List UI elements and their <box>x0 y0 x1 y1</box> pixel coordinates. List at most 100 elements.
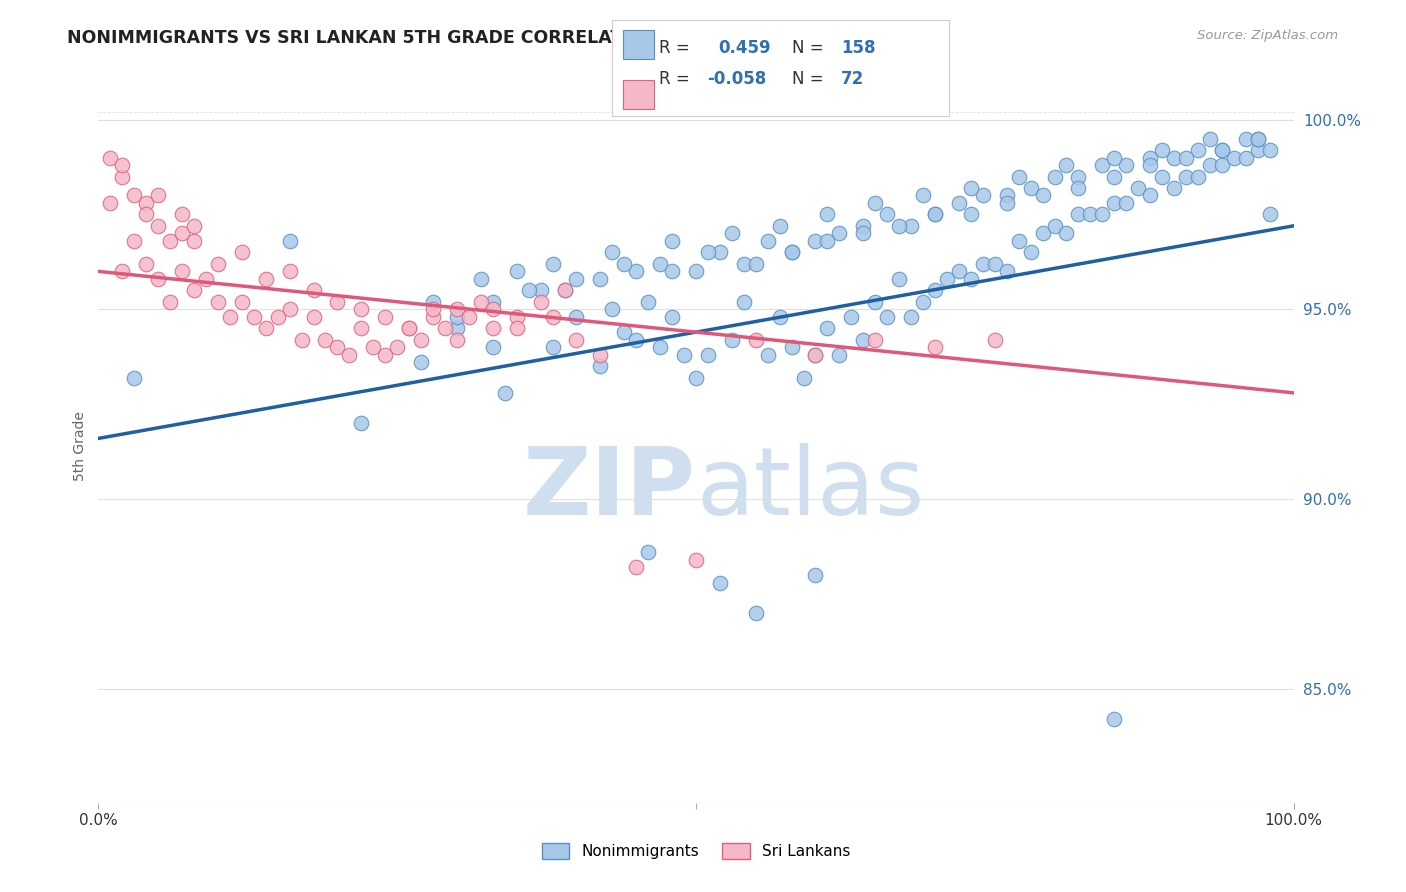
Text: Source: ZipAtlas.com: Source: ZipAtlas.com <box>1198 29 1339 42</box>
Point <box>1187 169 1209 184</box>
Text: N =: N = <box>792 70 823 87</box>
Point <box>793 370 815 384</box>
Point <box>685 264 707 278</box>
Point <box>865 196 887 211</box>
Point <box>481 294 505 309</box>
Point <box>745 606 768 620</box>
Point <box>231 294 253 309</box>
Point <box>554 284 576 298</box>
Point <box>709 245 731 260</box>
Point <box>494 385 516 400</box>
Point <box>1163 151 1185 165</box>
Point <box>1067 169 1090 184</box>
Text: R =: R = <box>659 39 690 57</box>
Point <box>411 355 433 369</box>
Point <box>1115 158 1137 172</box>
Point <box>243 310 266 324</box>
Point <box>207 257 229 271</box>
Point <box>602 302 624 317</box>
Point <box>1234 151 1257 165</box>
Point <box>398 321 420 335</box>
Point <box>148 219 170 233</box>
Point <box>1258 207 1281 221</box>
Point <box>745 257 768 271</box>
Point <box>626 333 648 347</box>
Point <box>506 321 529 335</box>
Point <box>1223 151 1246 165</box>
Point <box>339 348 361 362</box>
Point <box>780 340 803 354</box>
Point <box>124 370 146 384</box>
Point <box>876 310 898 324</box>
Point <box>470 272 492 286</box>
Point <box>936 272 959 286</box>
Point <box>852 227 875 241</box>
Point <box>972 257 994 271</box>
Point <box>1091 158 1114 172</box>
Point <box>648 340 672 354</box>
Point <box>804 348 827 362</box>
Point <box>350 416 373 430</box>
Point <box>697 348 720 362</box>
Text: ZIP: ZIP <box>523 442 696 535</box>
Point <box>254 272 277 286</box>
Point <box>733 294 755 309</box>
Point <box>984 257 1007 271</box>
Point <box>804 568 827 582</box>
Point <box>1032 227 1054 241</box>
Point <box>804 234 827 248</box>
Point <box>385 340 409 354</box>
Point <box>745 333 768 347</box>
Text: atlas: atlas <box>696 442 924 535</box>
Point <box>135 207 157 221</box>
Point <box>972 188 994 202</box>
Point <box>685 553 707 567</box>
Point <box>1139 158 1161 172</box>
Point <box>254 321 277 335</box>
Point <box>446 321 468 335</box>
Point <box>661 310 683 324</box>
Y-axis label: 5th Grade: 5th Grade <box>73 411 87 481</box>
Point <box>1019 245 1042 260</box>
Point <box>1043 169 1066 184</box>
Point <box>1152 169 1174 184</box>
Point <box>183 234 205 248</box>
Point <box>852 219 875 233</box>
Point <box>446 310 468 324</box>
Point <box>1247 131 1270 145</box>
Point <box>613 257 636 271</box>
Point <box>721 333 744 347</box>
Point <box>960 207 983 221</box>
Point <box>326 340 349 354</box>
Point <box>434 321 457 335</box>
Point <box>207 294 229 309</box>
Point <box>183 284 205 298</box>
Point <box>1128 181 1150 195</box>
Point <box>148 272 170 286</box>
Point <box>804 348 827 362</box>
Point <box>613 325 636 339</box>
Point <box>876 207 898 221</box>
Point <box>1187 143 1209 157</box>
Point <box>815 207 838 221</box>
Point <box>363 340 385 354</box>
Point <box>780 245 803 260</box>
Point <box>661 264 683 278</box>
Point <box>626 560 648 574</box>
Point <box>1258 143 1281 157</box>
Point <box>302 284 325 298</box>
Point <box>648 257 672 271</box>
Legend: Nonimmigrants, Sri Lankans: Nonimmigrants, Sri Lankans <box>541 844 851 859</box>
Point <box>852 333 875 347</box>
Text: -0.058: -0.058 <box>707 70 766 87</box>
Point <box>589 272 612 286</box>
Point <box>541 257 564 271</box>
Point <box>541 340 564 354</box>
Point <box>995 264 1018 278</box>
Point <box>446 333 468 347</box>
Point <box>1067 207 1090 221</box>
Point <box>865 333 887 347</box>
Point <box>172 227 194 241</box>
Point <box>291 333 314 347</box>
Point <box>374 310 396 324</box>
